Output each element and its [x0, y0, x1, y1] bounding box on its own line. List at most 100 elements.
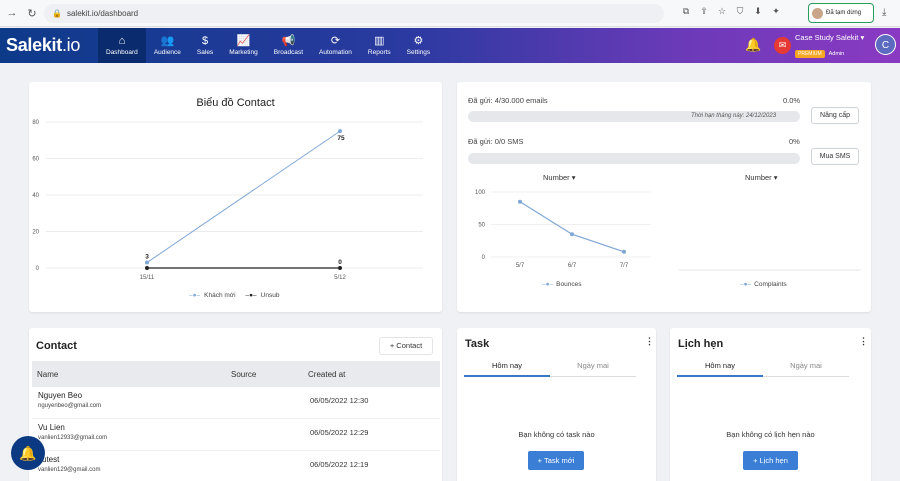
- complaints-legend: –●– Complaints: [740, 281, 787, 288]
- series-line-khách-mới: [146, 130, 341, 263]
- nav-marketing[interactable]: 📈 Marketing: [221, 28, 266, 63]
- metric-select-left[interactable]: Number ▾: [543, 173, 576, 182]
- tab-tomorrow[interactable]: Ngày mai: [577, 361, 609, 370]
- lock-icon: 🔒: [52, 9, 62, 18]
- new-appointment-button[interactable]: + Lịch hẹn: [743, 451, 798, 470]
- legend-bounces[interactable]: Bounces: [556, 281, 582, 288]
- legend-marker-khach-moi: –●–: [189, 292, 201, 299]
- legend-marker-bounces: –●–: [542, 281, 554, 288]
- downloads-icon[interactable]: ⤓: [882, 7, 887, 18]
- contact-name[interactable]: Vu Lien: [38, 423, 65, 432]
- tab-tomorrow[interactable]: Ngày mai: [790, 361, 822, 370]
- download-box-icon[interactable]: ⬇: [754, 6, 762, 16]
- tab-today[interactable]: Hôm nay: [677, 361, 763, 377]
- chevron-down-icon: ▾: [773, 173, 778, 182]
- upgrade-button[interactable]: Nâng cấp: [811, 107, 859, 124]
- y-tick-label: 60: [32, 157, 39, 163]
- nav-label: Dashboard: [106, 49, 138, 56]
- appointment-tabs: Hôm nay Ngày mai: [677, 361, 849, 377]
- shield-icon[interactable]: ⛉: [736, 6, 744, 16]
- bell-icon[interactable]: 🔔: [745, 37, 762, 52]
- forward-icon[interactable]: →: [6, 7, 18, 19]
- x-tick-label: 7/7: [620, 263, 629, 269]
- share-icon[interactable]: ⇪: [700, 6, 708, 16]
- nav-sales[interactable]: $ Sales: [189, 28, 221, 63]
- y-tick-label: 40: [32, 193, 39, 199]
- avatar[interactable]: C: [875, 34, 896, 55]
- expiry-note: Thời hạn tháng này: 24/12/2023: [691, 113, 777, 119]
- nav-settings[interactable]: ⚙ Settings: [399, 28, 439, 63]
- mail-icon[interactable]: ✉: [774, 37, 791, 54]
- task-tabs: Hôm nay Ngày mai: [464, 361, 636, 377]
- appointment-title: Lịch hẹn: [678, 338, 724, 350]
- chevron-down-icon: ▾: [860, 33, 865, 42]
- x-tick-label: 5/7: [516, 263, 525, 269]
- nav-label: Settings: [406, 49, 431, 56]
- address-bar[interactable]: 🔒 salekit.io/dashboard: [44, 4, 664, 23]
- nav-label: Reports: [367, 49, 391, 56]
- add-contact-button[interactable]: + Contact: [379, 337, 433, 355]
- nav-label: Audience: [153, 49, 181, 56]
- salekit-logo[interactable]: Salekit.io: [6, 35, 81, 55]
- notification-fab[interactable]: 🔔: [11, 436, 45, 470]
- data-point: [145, 260, 149, 265]
- buy-sms-button[interactable]: Mua SMS: [811, 148, 859, 165]
- chevron-down-icon: ▾: [571, 173, 576, 182]
- extensions-icon[interactable]: ✦: [772, 6, 780, 16]
- data-point: [338, 266, 342, 270]
- table-row[interactable]: Vu Lien vanlien12933@gmail.com 06/05/2022 …: [32, 419, 440, 451]
- contact-email: nguyenbeo@gmail.com: [38, 403, 102, 409]
- nav-broadcast[interactable]: 📢 Broadcast: [266, 28, 311, 63]
- email-quota-label: Đã gửi: 4/30.000 emails: [468, 96, 548, 105]
- table-row[interactable]: Nguyen Beo nguyenbeo@gmail.com 06/05/2022 …: [32, 387, 440, 419]
- chart-legend: –●– Khách mới –●– Unsub: [189, 292, 279, 299]
- column-name[interactable]: Name: [37, 370, 59, 379]
- url-text: salekit.io/dashboard: [66, 9, 139, 18]
- metric-select-right[interactable]: Number ▾: [745, 173, 778, 182]
- y-tick-label: 100: [475, 190, 486, 196]
- task-card: Task ⋮ Hôm nay Ngày mai Bạn không có tas…: [457, 328, 656, 481]
- nav-reports[interactable]: ▥ Reports: [360, 28, 399, 63]
- column-source[interactable]: Source: [231, 370, 257, 379]
- contact-name[interactable]: Nguyen Beo: [38, 391, 83, 400]
- profile-chip[interactable]: Đã tạm dừng: [808, 3, 874, 23]
- contact-created-at: 06/05/2022 12:29: [310, 428, 369, 437]
- data-point: [338, 129, 342, 134]
- column-created-at[interactable]: Created at: [308, 370, 346, 379]
- reload-icon[interactable]: ↻: [27, 7, 37, 20]
- contact-email: vanlien12933@gmail.com: [38, 435, 108, 441]
- chart-title: Biểu đồ Contact: [196, 97, 275, 109]
- contact-name[interactable]: vutest: [38, 455, 60, 464]
- y-tick-label: 0: [482, 255, 486, 261]
- translate-icon[interactable]: ⧉: [682, 6, 690, 16]
- nav-dashboard[interactable]: ⌂ Dashboard: [98, 28, 146, 63]
- legend-khach-moi[interactable]: Khách mới: [204, 292, 236, 299]
- legend-marker-unsub: –●–: [245, 292, 257, 299]
- profile-avatar: [812, 7, 823, 19]
- user-menu[interactable]: Case Study Salekit ▾ PREMIUM Admin: [795, 33, 864, 60]
- email-quota-bar: [468, 111, 800, 122]
- data-point: [622, 249, 626, 254]
- tab-today[interactable]: Hôm nay: [464, 361, 550, 377]
- legend-marker-complaints: –●–: [740, 281, 752, 288]
- premium-badge: PREMIUM: [795, 50, 825, 58]
- gear-icon: ⚙: [413, 35, 424, 47]
- legend-complaints[interactable]: Complaints: [754, 281, 787, 288]
- nav-audience[interactable]: 👥 Audience: [146, 28, 189, 63]
- data-label: 0: [338, 259, 342, 266]
- legend-unsub[interactable]: Unsub: [260, 292, 280, 299]
- app-nav-bar: Salekit.io ⌂ Dashboard 👥 Audience $ Sales 📈 Mar…: [0, 28, 900, 63]
- star-icon[interactable]: ☆: [717, 6, 727, 16]
- contact-line-chart: 0 20 40 60 80 15/11 5/12 3 75 0: [32, 120, 423, 281]
- more-options-icon[interactable]: ⋮: [859, 336, 868, 346]
- contact-title: Contact: [36, 340, 77, 352]
- new-task-button[interactable]: + Task mới: [528, 451, 584, 470]
- more-options-icon[interactable]: ⋮: [645, 336, 654, 346]
- sms-quota-label: Đã gửi: 0/0 SMS: [468, 137, 524, 146]
- table-row[interactable]: vutest vanlien129@gmail.com 06/05/2022 12:…: [32, 451, 440, 481]
- contact-chart-card: Biểu đồ Contact 0 20 40 60 80 15/11 5/12 3 75 0 –…: [29, 82, 442, 312]
- bar-chart-icon: ▥: [374, 35, 385, 47]
- task-title: Task: [465, 338, 490, 350]
- contact-created-at: 06/05/2022 12:19: [310, 460, 369, 469]
- nav-automation[interactable]: ⟳ Automation: [311, 28, 360, 63]
